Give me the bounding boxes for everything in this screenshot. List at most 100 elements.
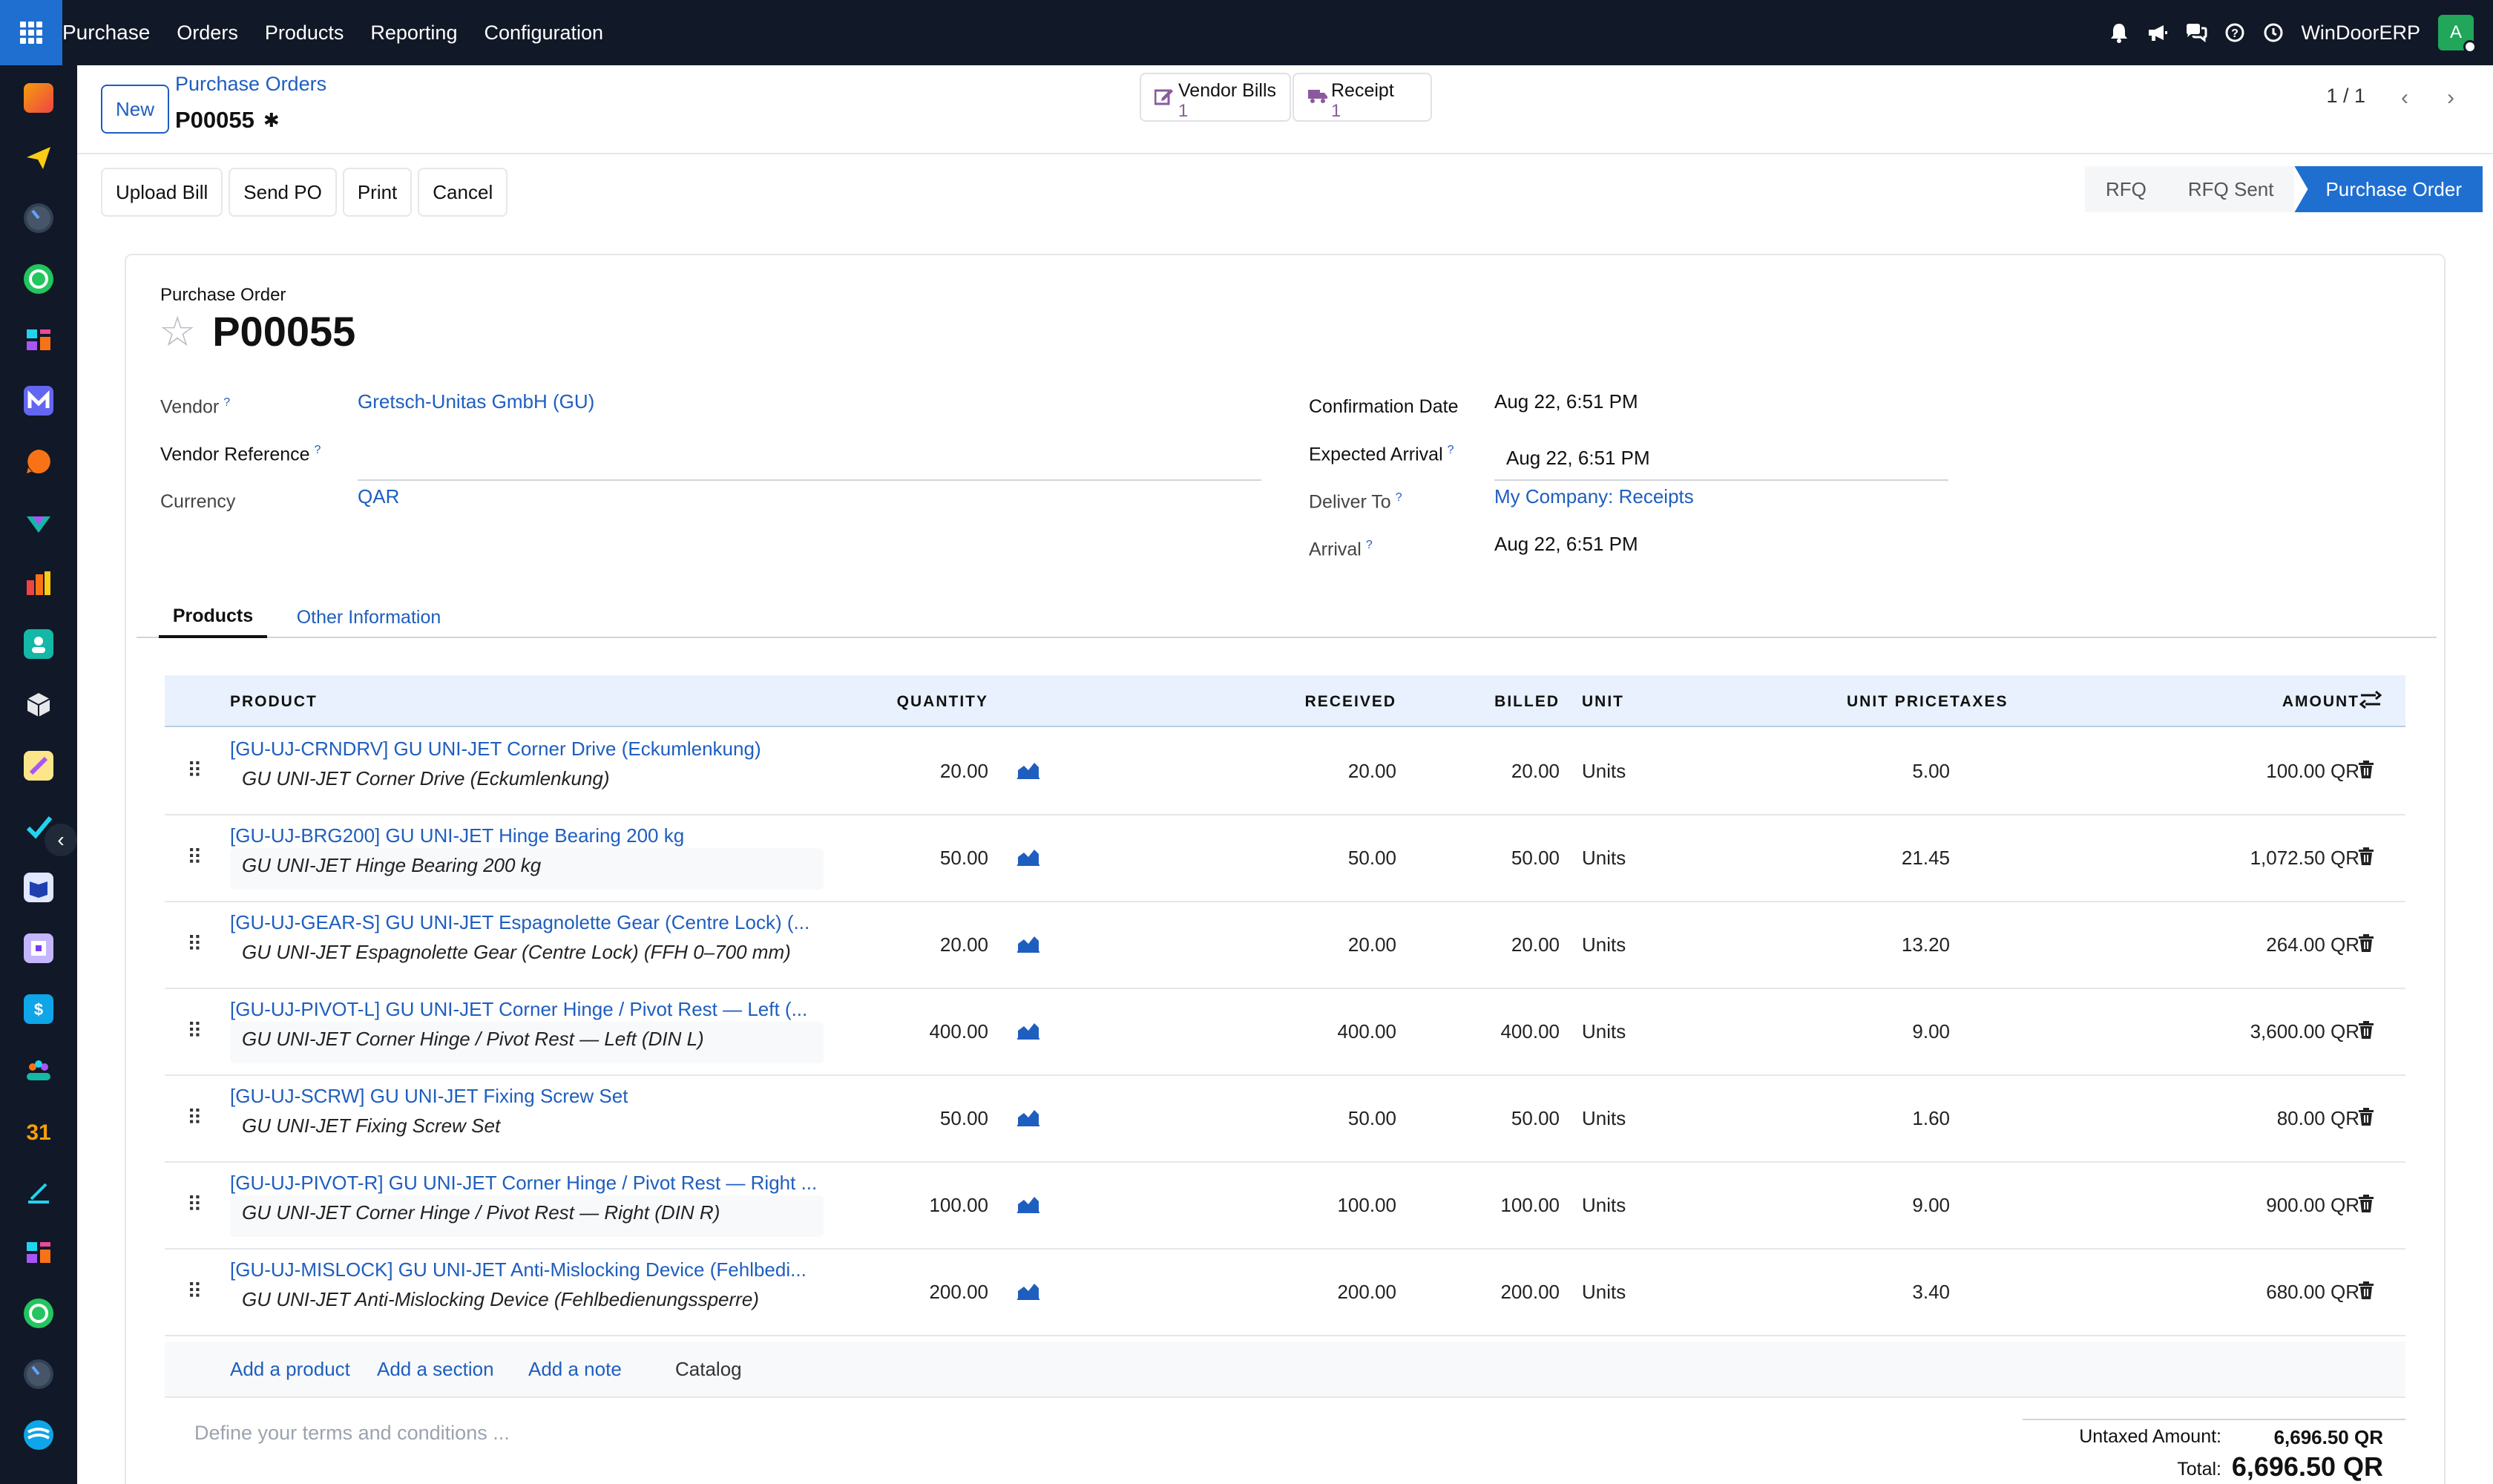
pager-previous-button[interactable]: ‹ <box>2383 76 2426 120</box>
trash-icon[interactable] <box>2358 933 2374 953</box>
tasks-app-icon[interactable] <box>24 812 53 841</box>
drag-handle-icon[interactable]: ⠿ <box>187 933 203 956</box>
cancel-button[interactable]: Cancel <box>418 168 508 217</box>
menu-reporting[interactable]: Reporting <box>370 21 458 44</box>
project2-app-icon[interactable] <box>24 1238 53 1267</box>
forecast-chart-icon[interactable] <box>1016 933 1040 953</box>
unit-price-cell[interactable]: 21.45 <box>1901 847 1950 869</box>
cube-app-icon[interactable] <box>24 690 53 720</box>
vendor-reference-input[interactable] <box>358 439 1261 472</box>
clock-app-icon[interactable] <box>24 203 53 233</box>
quantity-cell[interactable]: 20.00 <box>939 933 988 956</box>
print-button[interactable]: Print <box>342 168 413 217</box>
help-tooltip-icon[interactable]: ? <box>314 444 321 456</box>
quantity-cell[interactable]: 20.00 <box>939 760 988 782</box>
receipt-smart-button[interactable]: Receipt 1 <box>1293 73 1432 122</box>
invoicing-app-icon[interactable]: $ <box>24 994 53 1024</box>
product-description[interactable]: GU UNI-JET Espagnolette Gear (Centre Loc… <box>242 941 791 963</box>
unit-cell[interactable]: Units <box>1582 1194 1626 1216</box>
product-link[interactable]: [GU-UJ-CRNDRV] GU UNI-JET Corner Drive (… <box>230 738 761 760</box>
product-description[interactable]: GU UNI-JET Hinge Bearing 200 kg <box>230 848 824 890</box>
drag-handle-icon[interactable]: ⠿ <box>187 846 203 869</box>
optional-columns-icon[interactable] <box>2359 690 2382 713</box>
currency-field[interactable]: QAR <box>358 485 400 508</box>
table-row[interactable]: ⠿ [GU-UJ-PIVOT-R] GU UNI-JET Corner Hinge… <box>165 1163 2405 1250</box>
send-po-button[interactable]: Send PO <box>229 168 337 217</box>
mail-app-icon[interactable] <box>24 386 53 416</box>
drag-handle-icon[interactable]: ⠿ <box>187 1020 203 1043</box>
unit-price-cell[interactable]: 3.40 <box>1912 1281 1950 1303</box>
product-link[interactable]: [GU-UJ-PIVOT-R] GU UNI-JET Corner Hinge … <box>230 1172 818 1194</box>
help-tooltip-icon[interactable]: ? <box>1365 539 1373 551</box>
unit-cell[interactable]: Units <box>1582 1020 1626 1043</box>
upload-bill-button[interactable]: Upload Bill <box>101 168 223 217</box>
unit-price-cell[interactable]: 13.20 <box>1901 933 1950 956</box>
whatsapp-app-icon[interactable] <box>24 264 53 294</box>
quantity-cell[interactable]: 100.00 <box>929 1194 988 1216</box>
trash-icon[interactable] <box>2358 1281 2374 1300</box>
trash-icon[interactable] <box>2358 847 2374 866</box>
drag-handle-icon[interactable]: ⠿ <box>187 759 203 782</box>
breadcrumb-purchase-orders[interactable]: Purchase Orders <box>175 73 327 95</box>
website-app-icon[interactable] <box>24 1420 53 1450</box>
notes-app-icon[interactable] <box>24 751 53 781</box>
product-description[interactable]: GU UNI-JET Fixing Screw Set <box>242 1114 501 1137</box>
unit-cell[interactable]: Units <box>1582 847 1626 869</box>
col-received[interactable]: RECEIVED <box>1304 693 1396 710</box>
clock2-app-icon[interactable] <box>24 1359 53 1389</box>
quantity-cell[interactable]: 400.00 <box>929 1020 988 1043</box>
star-icon[interactable]: ☆ <box>159 307 197 355</box>
forecast-chart-icon[interactable] <box>1016 1107 1040 1126</box>
pager-value[interactable]: 1 / 1 <box>2326 85 2365 107</box>
unit-cell[interactable]: Units <box>1582 760 1626 782</box>
trash-icon[interactable] <box>2358 1107 2374 1126</box>
table-row[interactable]: ⠿ [GU-UJ-BRG200] GU UNI-JET Hinge Bearing… <box>165 815 2405 902</box>
col-product[interactable]: PRODUCT <box>230 693 318 710</box>
unit-price-cell[interactable]: 5.00 <box>1912 760 1950 782</box>
col-quantity[interactable]: QUANTITY <box>896 693 988 710</box>
new-button[interactable]: New <box>101 85 169 134</box>
stage-rfq-sent[interactable]: RFQ Sent <box>2167 166 2295 212</box>
tab-other-information[interactable]: Other Information <box>296 606 441 628</box>
pager-next-button[interactable]: › <box>2429 76 2472 120</box>
menu-configuration[interactable]: Configuration <box>484 21 604 44</box>
company-switcher[interactable]: WinDoorERP <box>2301 21 2420 44</box>
product-link[interactable]: [GU-UJ-BRG200] GU UNI-JET Hinge Bearing … <box>230 824 685 847</box>
menu-products[interactable]: Products <box>264 21 344 44</box>
user-avatar[interactable]: A <box>2438 15 2477 53</box>
quantity-cell[interactable]: 50.00 <box>939 847 988 869</box>
project-app-icon[interactable] <box>24 325 53 355</box>
product-description[interactable]: GU UNI-JET Corner Hinge / Pivot Rest — R… <box>230 1195 824 1237</box>
app-switcher-button[interactable] <box>0 0 62 65</box>
product-link[interactable]: [GU-UJ-PIVOT-L] GU UNI-JET Corner Hinge … <box>230 998 808 1020</box>
forecast-chart-icon[interactable] <box>1016 847 1040 866</box>
unit-price-cell[interactable]: 9.00 <box>1912 1194 1950 1216</box>
help-tooltip-icon[interactable]: ? <box>223 396 231 409</box>
menu-orders[interactable]: Orders <box>177 21 238 44</box>
forecast-chart-icon[interactable] <box>1016 1281 1040 1300</box>
product-description[interactable]: GU UNI-JET Corner Drive (Eckumlenkung) <box>242 767 610 789</box>
forecast-chart-icon[interactable] <box>1016 1020 1040 1040</box>
package-app-icon[interactable] <box>24 933 53 963</box>
trash-icon[interactable] <box>2358 760 2374 779</box>
deliver-to-field[interactable]: My Company: Receipts <box>1494 485 1694 508</box>
help-icon[interactable]: ? <box>2224 22 2246 44</box>
add-note-link[interactable]: Add a note <box>528 1358 622 1380</box>
tab-products[interactable]: Products <box>159 597 267 638</box>
discuss-app-icon[interactable] <box>24 447 53 476</box>
table-row[interactable]: ⠿ [GU-UJ-MISLOCK] GU UNI-JET Anti-Mislock… <box>165 1250 2405 1336</box>
col-unit[interactable]: UNIT <box>1582 693 1624 710</box>
product-link[interactable]: [GU-UJ-SCRW] GU UNI-JET Fixing Screw Set <box>230 1085 628 1107</box>
table-row[interactable]: ⠿ [GU-UJ-CRNDRV] GU UNI-JET Corner Drive … <box>165 729 2405 815</box>
table-row[interactable]: ⠿ [GU-UJ-SCRW] GU UNI-JET Fixing Screw Se… <box>165 1076 2405 1163</box>
help-tooltip-icon[interactable]: ? <box>1395 491 1402 504</box>
knowledge-app-icon[interactable] <box>24 873 53 902</box>
stage-rfq[interactable]: RFQ <box>2084 166 2167 212</box>
bell-icon[interactable] <box>2108 22 2130 44</box>
trash-icon[interactable] <box>2358 1020 2374 1040</box>
send-app-icon[interactable] <box>24 142 53 172</box>
drag-handle-icon[interactable]: ⠿ <box>187 1280 203 1303</box>
add-section-link[interactable]: Add a section <box>377 1358 494 1380</box>
col-amount[interactable]: AMOUNT <box>2282 693 2359 710</box>
trash-icon[interactable] <box>2358 1194 2374 1213</box>
